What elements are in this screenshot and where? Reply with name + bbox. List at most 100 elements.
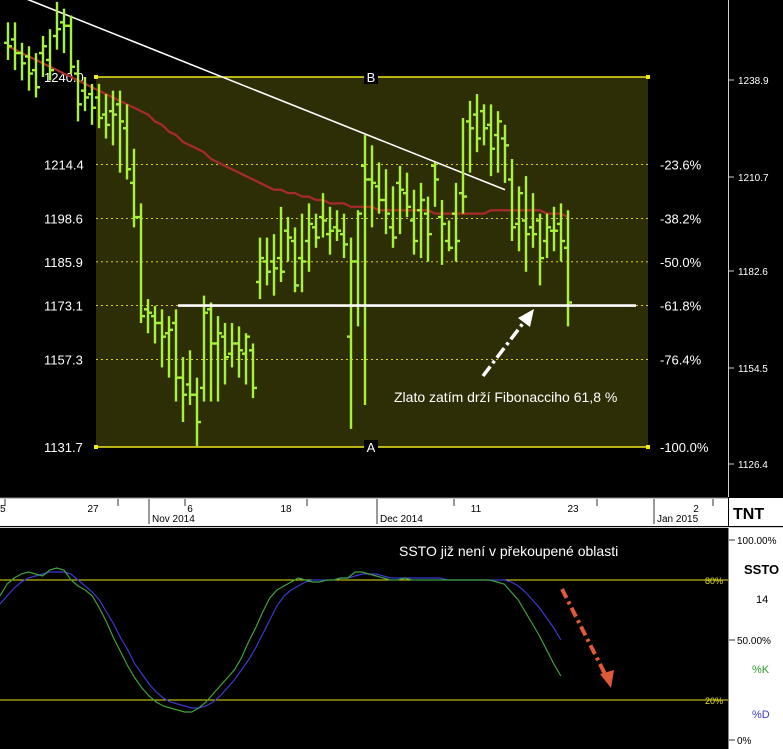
ohlc-bar	[466, 100, 474, 173]
ohlc-bar	[39, 36, 47, 77]
price-pane: 1240.0 1214.4 1198.6 1185.9 1173.1 1157.3 1131…	[4, 0, 709, 455]
tnt-logo: TNT	[733, 506, 764, 523]
ssto-level-label: 80%	[705, 576, 723, 586]
date-axis-month-label: Jan 2015	[657, 514, 699, 525]
ohlc-bar	[165, 316, 173, 378]
ohlc-bar	[249, 343, 257, 399]
ssto-axis-tick-label: 0%	[737, 736, 752, 747]
ohlc-bar	[298, 213, 306, 293]
ohlc-bar	[263, 237, 271, 286]
fib-percent-label: -50.0%	[660, 255, 702, 270]
ohlc-bar	[459, 117, 467, 214]
ohlc-bar	[445, 220, 453, 252]
ohlc-bar	[431, 162, 439, 207]
fib-anchor-label-bg	[364, 440, 378, 454]
fib-anchor-marker	[646, 445, 650, 449]
ssto-pane-background	[0, 528, 728, 749]
ohlc-bar	[4, 22, 12, 60]
ssto-title: SSTO	[744, 562, 779, 577]
ohlc-bar	[81, 77, 89, 112]
ohlc-bar	[340, 213, 348, 259]
ohlc-bar	[270, 234, 278, 296]
ssto-levels: 80% 20%	[0, 576, 728, 706]
ohlc-bar	[543, 213, 551, 259]
date-axis-month-label: Nov 2014	[152, 514, 195, 525]
right-axis-ticks: 1238.9 1210.7 1182.6 1154.5 1126.4	[729, 76, 769, 471]
fibonacci-percent-labels: -23.6% -38.2% -50.0% -61.8% -76.4% -100.0%	[660, 157, 709, 455]
price-right-axis: 1238.9 1210.7 1182.6 1154.5 1126.4	[728, 0, 783, 497]
date-axis-day-label: 6	[187, 504, 193, 515]
ohlc-bar	[312, 213, 320, 248]
ohlc-bar	[214, 316, 222, 402]
ohlc-bar	[417, 182, 425, 259]
ssto-axis-tick-label: 50.00%	[737, 636, 771, 647]
ssto-k-line	[0, 567, 562, 713]
ohlc-bar	[18, 42, 26, 81]
fib-anchor-label: B	[367, 70, 376, 85]
date-axis-day-label: 2	[693, 504, 699, 515]
ohlc-bar	[326, 206, 334, 255]
fib-anchor-marker	[94, 445, 98, 449]
date-axis: 5 27 6 18 11 23 2 Nov 2014 Dec 2014 Jan 2015 TNT	[0, 497, 783, 526]
left-axis-tick-label: 1157.3	[44, 353, 83, 368]
annotation-arrow	[481, 309, 534, 378]
ohlc-bar	[25, 46, 33, 91]
ohlc-bar	[529, 193, 537, 248]
ohlc-bar	[564, 210, 572, 327]
left-axis-ticks: 1240.0 1214.4 1198.6 1185.9 1173.1 1157.3 1131…	[44, 70, 84, 455]
ohlc-bar	[333, 210, 341, 241]
ohlc-bar	[515, 186, 523, 252]
fib-anchor-marker	[646, 75, 650, 79]
ohlc-bar	[235, 326, 243, 378]
ohlc-bar	[291, 227, 299, 293]
right-axis-tick-label: 1126.4	[738, 460, 768, 471]
right-axis-tick-label: 1182.6	[738, 267, 768, 278]
resistance-trendline	[26, 0, 506, 191]
right-axis-tick-label: 1210.7	[738, 173, 769, 184]
left-axis-tick-label: 1214.4	[44, 157, 84, 172]
left-axis-tick-label: 1131.7	[44, 440, 83, 455]
ssto-k-legend: %K	[752, 664, 770, 676]
fib-anchor-label: A	[367, 440, 376, 455]
fibonacci-anchor-labels: BA	[364, 70, 378, 455]
tnt-logo-text: TNT	[733, 506, 764, 523]
ssto-right-axis: 100.00% 50.00% 0% SSTO 14 %K %D	[728, 528, 783, 749]
ohlc-bar	[193, 377, 201, 446]
right-axis-tick-label: 1154.5	[738, 364, 768, 375]
ohlc-bar	[116, 90, 124, 173]
ohlc-bar	[473, 94, 481, 153]
main-annotation-text: Zlato zatím drží Fibonacciho 61,8 %	[394, 389, 617, 405]
date-axis-background	[0, 498, 728, 526]
ohlc-bar	[494, 111, 502, 173]
date-axis-month-label: Dec 2014	[380, 514, 423, 525]
ohlc-bar	[221, 322, 229, 385]
ohlc-bar	[67, 15, 75, 74]
ohlc-bar	[256, 237, 264, 300]
ssto-axis-background	[729, 528, 783, 749]
ohlc-bar	[438, 199, 446, 265]
ssto-down-arrow-head	[600, 670, 614, 688]
ssto-pane: 80% 20% SSTO již není v překoupené oblast…	[0, 527, 783, 749]
left-axis-tick-label: 1185.9	[44, 255, 83, 270]
ssto-d-legend: %D	[752, 709, 770, 721]
ohlc-bar	[102, 94, 110, 139]
ohlc-bar	[452, 182, 460, 262]
ohlc-bar	[277, 206, 285, 282]
ohlc-bar	[487, 104, 495, 177]
ohlc-bar	[53, 1, 61, 50]
ssto-level-label: 20%	[705, 696, 723, 706]
ssto-annotation-text: SSTO již není v překoupené oblasti	[399, 543, 618, 559]
ohlc-bar	[109, 90, 117, 146]
ohlc-bar	[123, 104, 131, 180]
ohlc-bar	[46, 29, 54, 81]
ohlc-bar	[368, 145, 376, 228]
ohlc-bar	[305, 203, 313, 272]
fib-anchor-label-bg	[364, 70, 378, 84]
ohlc-bar	[501, 124, 509, 183]
ohlc-bar	[424, 196, 432, 262]
ohlc-bar	[536, 213, 544, 286]
ohlc-bar	[557, 203, 565, 262]
fib-percent-label: -100.0%	[660, 440, 709, 455]
ohlc-bar	[410, 189, 418, 255]
